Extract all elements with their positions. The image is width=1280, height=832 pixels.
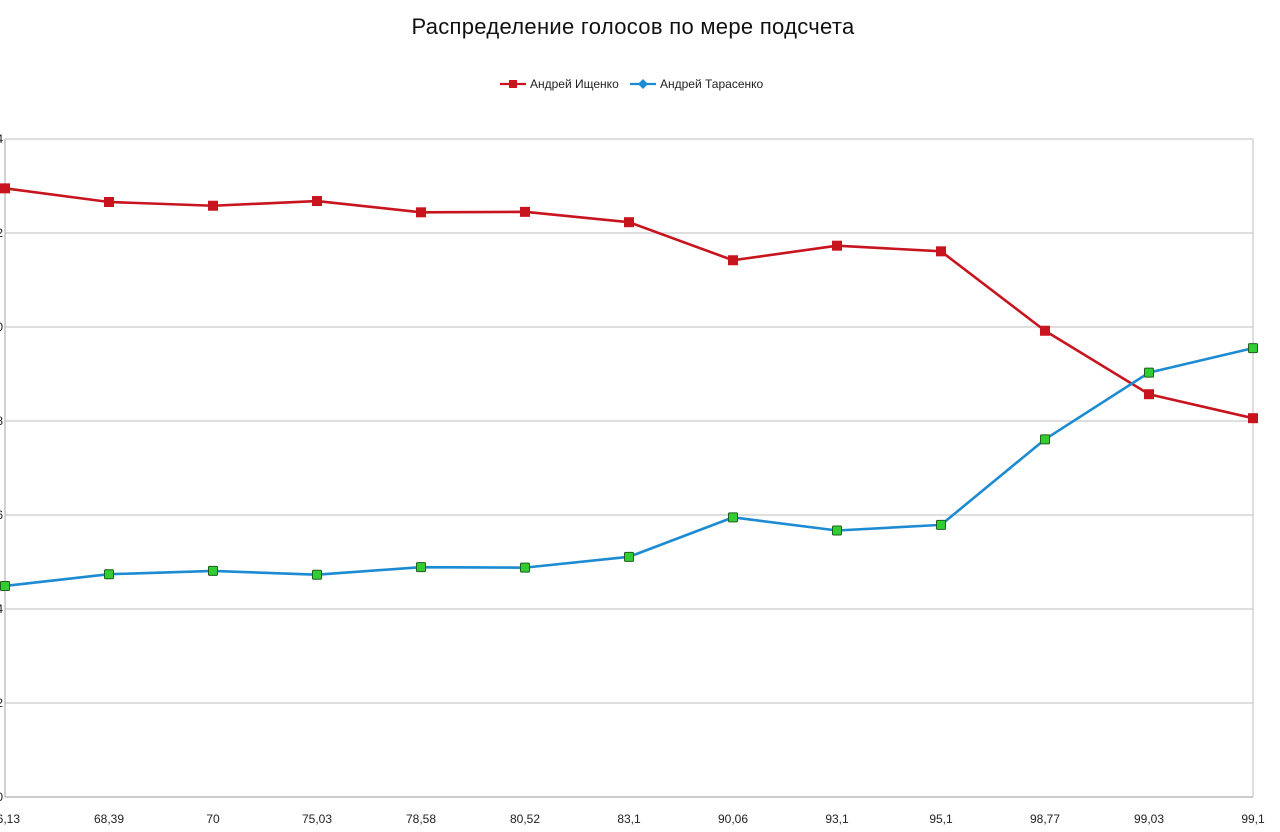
legend-marker-1 <box>509 80 517 88</box>
series-1-point <box>1040 325 1050 336</box>
x-tick-label: 93,1 <box>825 812 849 826</box>
series-2-point <box>416 562 426 573</box>
x-tick-label: 98,77 <box>1030 812 1060 826</box>
series-2-point <box>208 565 218 576</box>
series-1-point <box>520 206 530 217</box>
series-2-point <box>1040 434 1050 445</box>
x-tick-label: 99,1 <box>1241 812 1265 826</box>
series-2-point <box>0 580 10 591</box>
series-2-point <box>312 569 322 580</box>
x-tick-label: 99,03 <box>1134 812 1164 826</box>
x-tick-label: 75,03 <box>302 812 332 826</box>
x-tick-label: 80,52 <box>510 812 540 826</box>
x-tick-label: 83,1 <box>617 812 641 826</box>
series-1-point <box>728 255 738 266</box>
series-1-point <box>624 217 634 228</box>
series-2-point <box>728 512 738 523</box>
legend-marker-2 <box>638 79 648 89</box>
x-tick-label: 90,06 <box>718 812 748 826</box>
series-1-point <box>416 207 426 218</box>
series-2-point <box>1248 343 1258 354</box>
series-2-point <box>936 519 946 530</box>
x-tick-label: 78,58 <box>406 812 436 826</box>
x-tick-label: 68,39 <box>94 812 124 826</box>
series-2-point <box>1144 367 1154 378</box>
series-1-point <box>832 240 842 251</box>
x-tick-label: 95,1 <box>929 812 953 826</box>
y-tick-label: 52 <box>0 226 3 240</box>
series-1-point <box>1248 413 1258 424</box>
y-tick-label: 48 <box>0 414 3 428</box>
series-1-point <box>208 200 218 211</box>
y-tick-label: 46 <box>0 508 3 522</box>
x-tick-label: 66,13 <box>0 812 20 826</box>
y-tick-label: 42 <box>0 696 3 710</box>
series-2-point <box>104 569 114 580</box>
series-1-point <box>312 196 322 207</box>
series-2-point <box>624 551 634 562</box>
series-1-point <box>936 246 946 257</box>
series-1-point <box>104 196 114 207</box>
y-tick-label: 54 <box>0 132 3 146</box>
series-1-point <box>0 183 10 194</box>
series-line-2 <box>4 346 1254 588</box>
y-tick-label: 40 <box>0 790 3 804</box>
y-tick-label: 50 <box>0 320 3 334</box>
chart-title: Распределение голосов по мере подсчета <box>411 14 855 39</box>
legend-label-1: Андрей Ищенко <box>530 77 619 91</box>
series-1-point <box>1144 389 1154 400</box>
series-2-point <box>832 525 842 536</box>
series-2-point <box>520 562 530 573</box>
y-tick-label: 44 <box>0 602 3 616</box>
legend-label-2: Андрей Тарасенко <box>660 77 764 91</box>
x-tick-label: 70 <box>206 812 220 826</box>
